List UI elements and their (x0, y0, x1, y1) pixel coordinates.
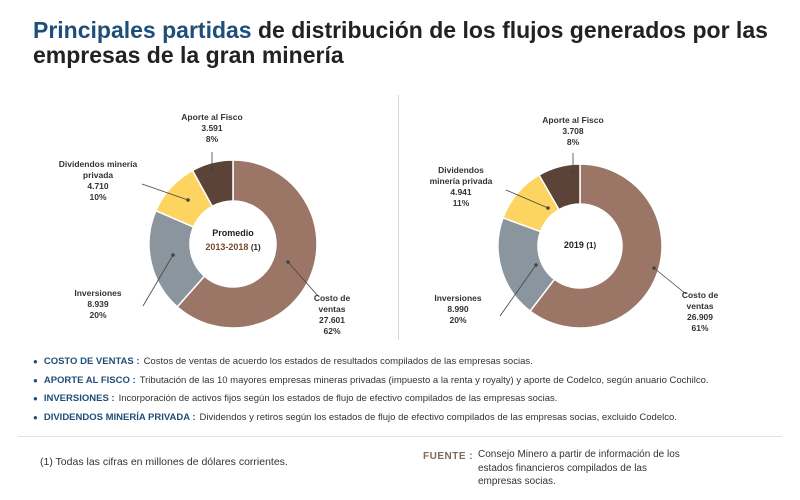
leader-dot (171, 253, 175, 257)
page-title: Principales partidas de distribución de … (33, 18, 773, 68)
bullet-icon: ● (33, 394, 38, 403)
slice-label: ventas (687, 301, 714, 311)
leader-dot (210, 168, 214, 172)
leader-dot (186, 198, 190, 202)
slice-percent: 8% (567, 137, 580, 147)
leader-line (287, 261, 319, 297)
donut-chart: Costo deventas27.60162%Inversiones8.9392… (59, 112, 351, 336)
slice-percent: 10% (89, 192, 106, 202)
slice-percent: 20% (449, 315, 466, 325)
donut-slice-aporte (191, 159, 234, 208)
definition-term: INVERSIONES : (43, 393, 115, 404)
slice-value: 27.601 (319, 315, 345, 325)
slice-value: 3.708 (562, 126, 584, 136)
leader-dot (534, 263, 538, 267)
definition-item: ● DIVIDENDOS MINERÍA PRIVADA : Dividendos … (33, 411, 783, 425)
slice-label: Inversiones (74, 288, 122, 298)
source-label: FUENTE : (423, 451, 474, 462)
leader-dot (652, 266, 656, 270)
center-label: 2019 (1) (564, 240, 597, 250)
leader-dot (546, 206, 550, 210)
footnote: (1) Todas las cifras en millones de dóla… (40, 456, 288, 468)
slice-label: privada (83, 170, 114, 180)
bullet-icon: ● (33, 375, 38, 385)
slice-percent: 62% (323, 326, 340, 336)
definitions-list: ● COSTO DE VENTAS : Costos de ventas de ac… (33, 355, 783, 429)
source-text: Consejo Minero a partir de información d… (478, 449, 680, 487)
definition-text: Costos de ventas de acuerdo los estados … (143, 356, 533, 367)
slice-label: ventas (319, 304, 346, 314)
slice-label: Costo de (314, 293, 351, 303)
definition-term: APORTE AL FISCO : (43, 374, 136, 386)
definition-term: DIVIDENDOS MINERÍA PRIVADA : (43, 411, 196, 423)
definition-text: Dividendos y retiros según los estados d… (199, 411, 677, 423)
slice-label: Aporte al Fisco (542, 115, 603, 125)
slice-percent: 8% (206, 134, 219, 144)
donut-chart: Costo deventas26.90961%Inversiones8.9902… (430, 115, 719, 333)
definition-item: ● APORTE AL FISCO : Tributación de las 10 … (33, 374, 783, 388)
slice-label: Dividendos minería (59, 159, 138, 169)
definition-item: ● COSTO DE VENTAS : Costos de ventas de ac… (33, 355, 783, 369)
center-label-note: (1) (586, 241, 596, 250)
slice-value: 26.909 (687, 312, 713, 322)
center-label: 2013-2018 (1) (205, 242, 261, 252)
definition-term: COSTO DE VENTAS : (43, 356, 140, 367)
title-rest: de distribución de los flujos generados … (33, 17, 768, 68)
donut-slice-costo (176, 159, 318, 329)
slice-label: Costo de (682, 290, 719, 300)
slice-percent: 61% (691, 323, 708, 333)
chart-divider (398, 95, 399, 340)
leader-line (141, 183, 189, 201)
leader-line (142, 254, 174, 307)
title-accent: Principales partidas (33, 17, 252, 43)
center-label-note: (1) (251, 243, 261, 252)
slice-percent: 11% (453, 198, 470, 208)
leader-dot (286, 260, 290, 264)
slice-value: 4.710 (87, 181, 109, 191)
slice-value: 3.591 (201, 123, 223, 133)
donut-slice-costo (529, 163, 663, 329)
bullet-icon: ● (33, 357, 38, 366)
donut-slice-aporte (538, 163, 581, 211)
definition-item: ● INVERSIONES : Incorporación de activos f… (33, 392, 783, 406)
bullet-icon: ● (33, 412, 38, 422)
leader-line (499, 264, 537, 317)
center-label: Promedio (212, 228, 254, 238)
leader-line (653, 267, 687, 295)
slice-percent: 20% (89, 310, 106, 320)
slice-label: Aporte al Fisco (181, 112, 242, 122)
leader-dot (571, 170, 575, 174)
definition-text: Tributación de las 10 mayores empresas m… (139, 374, 709, 386)
slice-label: Inversiones (434, 293, 482, 303)
leader-line (505, 189, 549, 209)
slice-value: 4.941 (450, 187, 472, 197)
definition-text: Incorporación de activos fijos según los… (118, 393, 558, 404)
slice-label: Dividendos (438, 165, 484, 175)
slice-label: minería privada (430, 176, 493, 186)
footer-divider (18, 436, 782, 437)
slice-value: 8.990 (447, 304, 469, 314)
slice-value: 8.939 (87, 299, 109, 309)
